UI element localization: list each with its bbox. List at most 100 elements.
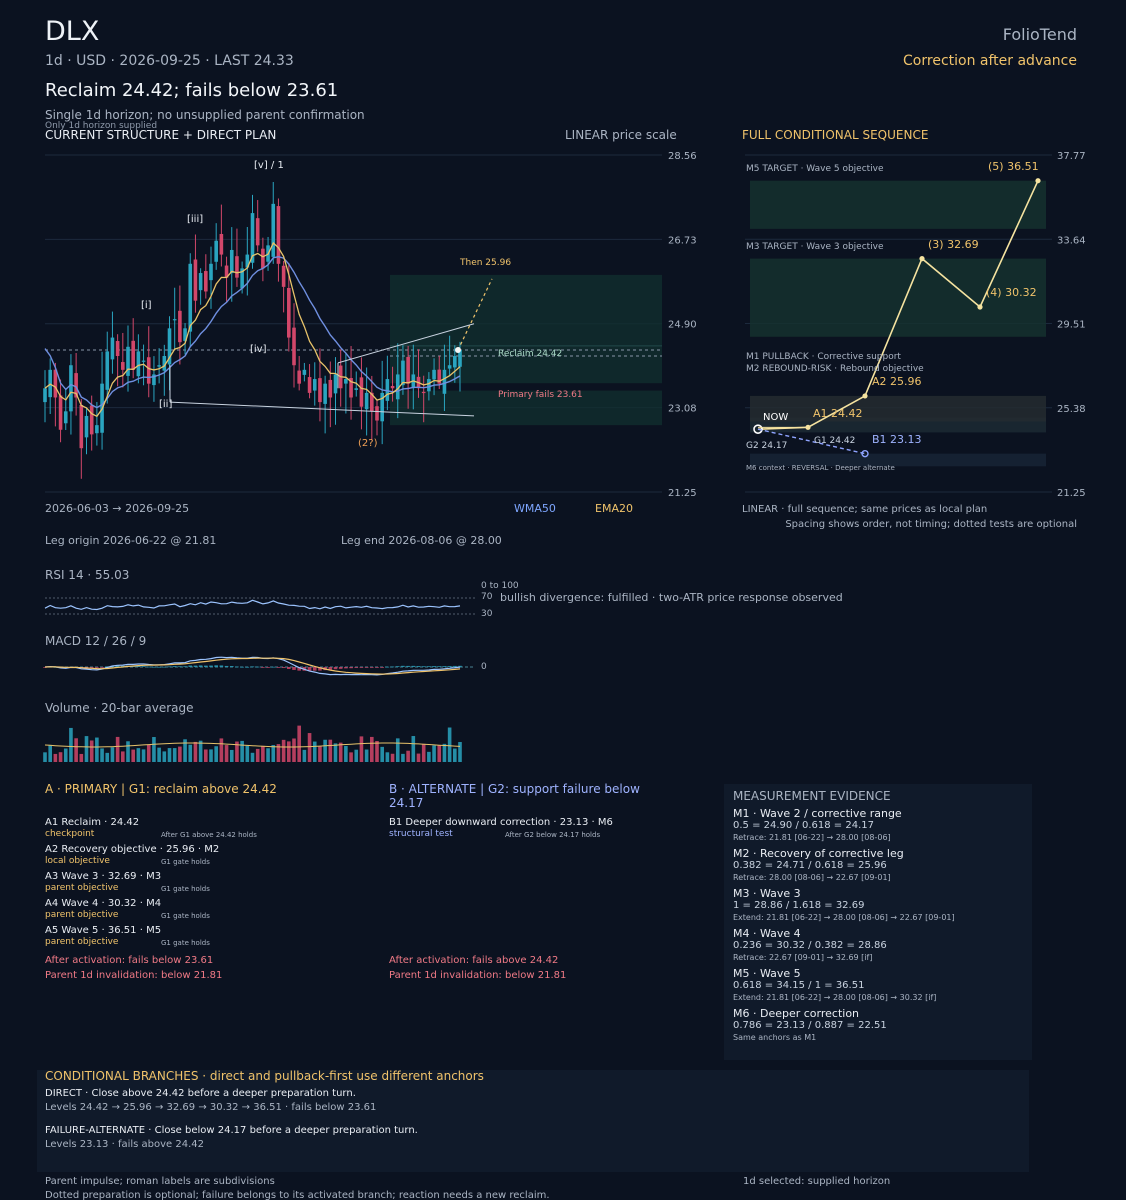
macd-hist-bar — [385, 666, 390, 668]
volume-bar — [209, 749, 213, 762]
candle-body — [261, 248, 265, 269]
primary-point-label: A1 24.42 — [813, 407, 863, 420]
headline: Reclaim 24.42; fails below 23.61 — [45, 80, 339, 101]
volume-bar — [333, 743, 338, 762]
seq-zone-label: M6 context · REVERSAL · Deeper alternate — [746, 464, 895, 472]
candle-body — [421, 391, 426, 394]
volume-bar — [395, 738, 400, 762]
volume-bar — [364, 749, 369, 762]
seq-footer-1: LINEAR · full sequence; same prices as l… — [742, 504, 988, 515]
candle-body — [380, 392, 384, 422]
rsi-70: 70 — [481, 592, 493, 602]
primary-point-label: (4) 30.32 — [986, 286, 1037, 299]
volume-bar — [115, 736, 120, 762]
evidence-item: M2 · Recovery of corrective leg 0.382 = 2… — [733, 847, 1028, 887]
footer-left-1: Parent impulse; roman labels are subdivi… — [45, 1176, 275, 1187]
volume-bar — [48, 745, 52, 762]
volume-bar — [359, 736, 364, 762]
macd-hist-bar — [390, 666, 395, 668]
candle-body — [385, 379, 390, 401]
macd-hist-bar — [453, 665, 457, 667]
volume-bar — [131, 749, 135, 762]
macd-hist-bar — [188, 665, 193, 667]
evidence-item-levels: 0.786 = 23.13 / 0.887 = 22.51 — [733, 1020, 887, 1031]
volume-bar — [245, 745, 250, 762]
alternate-path — [757, 428, 866, 455]
primary-fail-1: After activation: fails below 23.61 — [45, 955, 214, 966]
seq-y-tick: 29.51 — [1057, 320, 1086, 331]
primary-fail-2: Parent 1d invalidation: below 21.81 — [45, 970, 223, 981]
candle-body — [172, 319, 177, 321]
candle-body — [271, 203, 276, 257]
label-reclaim: Reclaim 24.42 — [498, 349, 562, 359]
macd-hist-bar — [364, 667, 369, 668]
macd-hist-bar — [292, 667, 296, 670]
macd-hist-bar — [245, 666, 250, 668]
main-overlay — [169, 278, 493, 417]
macd-hist-bar — [333, 667, 338, 670]
volume-bar — [271, 745, 276, 762]
alternate-point — [861, 449, 869, 458]
ticker-meta: 1d · USD · 2026-09-25 · LAST 24.33 — [45, 53, 294, 69]
candle-body — [318, 378, 322, 403]
scenario-item-note: After G1 above 24.42 holds — [161, 831, 257, 839]
candle-body — [390, 385, 395, 389]
candle-body — [375, 406, 379, 421]
volume-bar — [219, 738, 224, 762]
seq-y-tick: 33.64 — [1057, 235, 1086, 246]
scenario-item-note: G1 gate holds — [161, 885, 210, 893]
volume-bar — [328, 739, 333, 762]
candle-body — [245, 254, 250, 268]
scenario-item-tag: parent objective — [45, 883, 119, 893]
candle-body — [406, 356, 410, 384]
volume-bar — [292, 738, 296, 762]
macd-hist-bar — [437, 666, 442, 667]
channel-upper — [337, 323, 475, 364]
volume-bar — [354, 749, 359, 762]
candle-body — [401, 360, 405, 386]
evidence-item-source: Extend: 21.81 [06-22] → 28.00 [08-06] → … — [733, 993, 937, 1002]
macd-hist-bar — [250, 666, 255, 668]
volume-bar — [302, 749, 307, 762]
candle-body — [74, 373, 78, 398]
candle-body — [250, 213, 255, 263]
scenario-item-tag: checkpoint — [45, 829, 95, 839]
volume-bar — [375, 740, 379, 762]
volume-bar — [421, 743, 426, 762]
wave-label: [iv] — [250, 344, 267, 355]
volume-bar — [162, 751, 167, 762]
volume-bar — [380, 746, 384, 762]
candle-body — [157, 365, 161, 367]
macd-hist-bar — [276, 667, 281, 668]
rsi-note: bullish divergence: fulfilled · two-ATR … — [500, 591, 843, 604]
support-zone — [390, 390, 662, 426]
macd-hist-bar — [281, 667, 286, 668]
candle-body — [152, 374, 156, 386]
volume-bar — [447, 727, 452, 762]
ticker-symbol: DLX — [45, 16, 100, 47]
primary-point-label: (5) 36.51 — [988, 160, 1039, 173]
macd-hist-bar — [442, 666, 447, 667]
primary-list: A1 Reclaim · 24.42 checkpoint After G1 abo… — [45, 817, 375, 952]
volume-bar — [105, 752, 110, 762]
seq-zone-label: M5 TARGET · Wave 5 objective — [746, 164, 884, 174]
volume-bar — [178, 746, 182, 762]
candle-body — [121, 362, 125, 370]
macd-hist-bar — [328, 667, 333, 670]
seq-zones — [750, 180, 1046, 467]
volume-bar — [261, 745, 265, 762]
evidence-item-heading: M3 · Wave 3 — [733, 887, 801, 900]
main-lines — [44, 241, 461, 418]
rsi-range: 0 to 100 — [481, 581, 519, 591]
volume-bar — [406, 750, 410, 762]
primary-point-label: A2 25.96 — [872, 375, 922, 388]
candle-body — [235, 256, 239, 278]
projection-line — [457, 278, 493, 351]
volume-bar — [442, 743, 447, 762]
macd-hist-bar — [229, 666, 234, 667]
evidence-item: M5 · Wave 5 0.618 = 34.15 / 1 = 36.51 Exte… — [733, 967, 1028, 1007]
alternate-fail-2: Parent 1d invalidation: below 21.81 — [389, 970, 567, 981]
date-range: 2026-06-03 → 2026-09-25 — [45, 502, 190, 515]
volume-bar — [43, 752, 47, 762]
main-y-tick: 21.25 — [668, 488, 697, 499]
